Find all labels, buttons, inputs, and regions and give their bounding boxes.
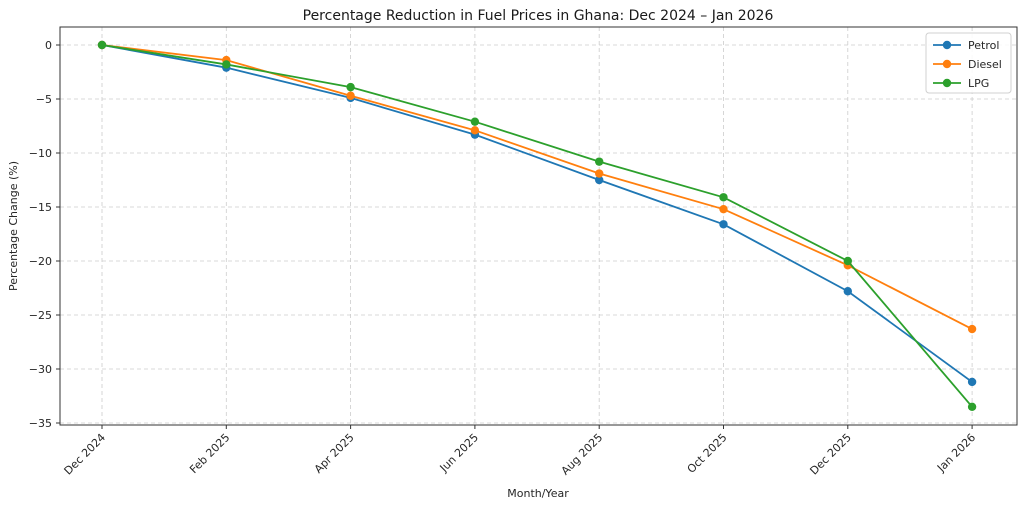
chart-title: Percentage Reduction in Fuel Prices in G… xyxy=(303,8,774,24)
data-point-petrol xyxy=(843,287,852,296)
y-tick-label: −20 xyxy=(29,255,52,268)
y-axis-label: Percentage Change (%) xyxy=(7,161,20,291)
data-point-lpg xyxy=(222,60,231,69)
data-point-lpg xyxy=(97,40,107,50)
y-tick-label: −30 xyxy=(29,363,52,376)
legend-marker-diesel xyxy=(942,59,952,69)
series-line-lpg xyxy=(101,44,973,408)
data-point-diesel xyxy=(719,204,728,214)
data-point-lpg xyxy=(843,256,852,266)
grid xyxy=(60,27,1017,425)
legend-marker-petrol xyxy=(942,40,952,50)
legend-label-lpg: LPG xyxy=(968,77,989,90)
data-point-diesel xyxy=(967,324,977,334)
x-tick-label: Aug 2025 xyxy=(559,431,606,478)
data-point-lpg xyxy=(967,402,977,411)
y-axis: 0 −5 −10 −15 −20 −25 −30 −35 xyxy=(29,39,60,430)
data-point-petrol xyxy=(595,175,604,185)
data-point-petrol xyxy=(719,220,728,229)
legend-label-diesel: Diesel xyxy=(968,58,1002,71)
data-point-diesel xyxy=(470,126,480,135)
y-tick-label: −15 xyxy=(29,201,52,214)
x-tick-label: Apr 2025 xyxy=(312,431,357,476)
x-axis-label: Month/Year xyxy=(507,487,569,500)
x-axis: Dec 2024 Feb 2025 Apr 2025 Jun 2025 Aug 2025… xyxy=(62,425,978,478)
legend-marker-lpg xyxy=(942,78,952,88)
data-point-lpg xyxy=(470,117,480,126)
x-tick-label: Dec 2025 xyxy=(807,431,854,478)
data-point-lpg xyxy=(719,193,728,202)
series-line-petrol xyxy=(101,44,973,383)
x-tick-label: Oct 2025 xyxy=(685,431,730,476)
series-line-diesel xyxy=(101,44,973,330)
data-point-diesel xyxy=(346,91,355,100)
y-tick-label: −10 xyxy=(29,147,52,160)
data-point-petrol xyxy=(967,377,977,387)
legend: Petrol Diesel LPG xyxy=(925,32,1012,94)
x-tick-label: Feb 2025 xyxy=(187,431,232,476)
x-tick-label: Dec 2024 xyxy=(62,431,109,478)
data-point-lpg xyxy=(346,82,355,92)
data-point-lpg xyxy=(595,157,604,166)
y-tick-label: 0 xyxy=(45,39,52,52)
y-tick-label: −35 xyxy=(29,417,52,430)
series-group xyxy=(97,40,977,411)
y-tick-label: −5 xyxy=(36,93,52,106)
x-tick-label: Jun 2025 xyxy=(437,431,481,475)
y-tick-label: −25 xyxy=(29,309,52,322)
data-point-diesel xyxy=(595,169,604,178)
legend-label-petrol: Petrol xyxy=(968,39,999,52)
plot-frame xyxy=(59,26,1018,426)
x-tick-label: Jan 2026 xyxy=(934,431,978,475)
